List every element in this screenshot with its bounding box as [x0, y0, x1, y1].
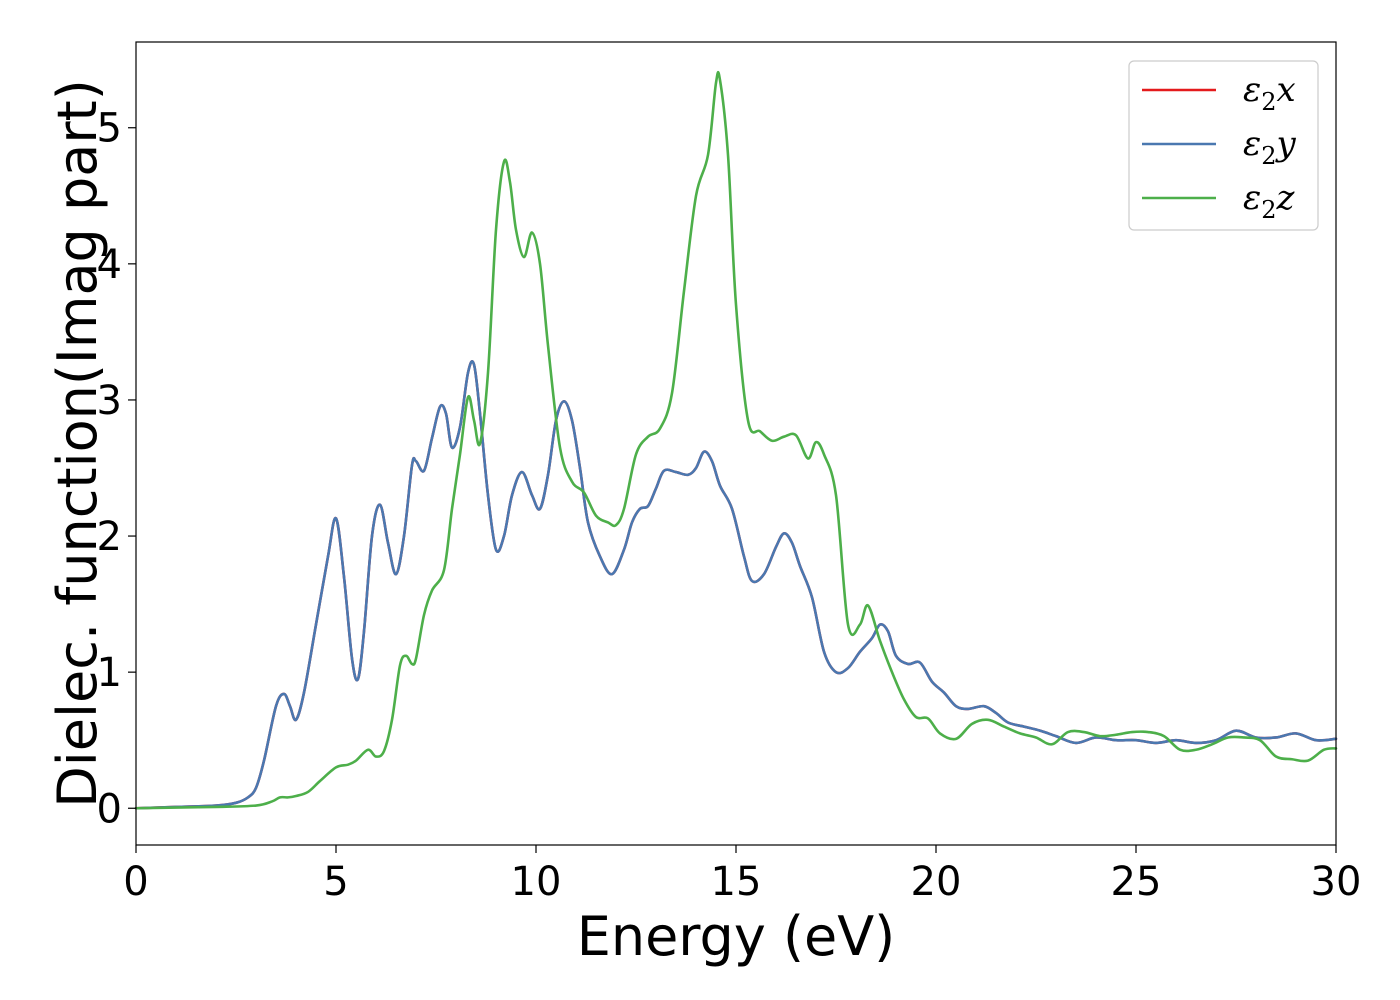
x-tick-label: 20	[911, 859, 962, 905]
legend-label: ε2y	[1243, 124, 1297, 170]
legend-entry-y: ε2y	[1142, 124, 1297, 170]
series-layer	[134, 70, 1338, 810]
y-tick-label: 1	[97, 650, 122, 696]
x-tick-label: 10	[511, 859, 562, 905]
x-axis-ticks: 0 5 10 15 20 25 30	[123, 845, 1361, 905]
series-line-z	[134, 70, 1338, 810]
legend-label-var: z	[1276, 178, 1296, 218]
y-tick-label: 2	[97, 514, 122, 560]
x-tick-label: 25	[1111, 859, 1162, 905]
legend-box	[1128, 60, 1319, 231]
legend-entry-z: ε2z	[1142, 178, 1296, 224]
series-line-y	[134, 360, 1338, 810]
x-tick-label: 5	[323, 859, 348, 905]
legend-label-subscript: 2	[1261, 142, 1276, 170]
legend-label-base: ε	[1243, 70, 1261, 110]
x-tick-label: 0	[123, 859, 148, 905]
legend-label: ε2z	[1243, 178, 1296, 224]
x-tick-label: 30	[1311, 859, 1362, 905]
y-tick-label: 3	[97, 378, 122, 424]
legend-label-var: x	[1277, 70, 1296, 110]
y-tick-label: 0	[97, 786, 122, 832]
legend-label-base: ε	[1243, 178, 1261, 218]
y-axis-ticks: 0 1 2 3 4 5	[97, 106, 136, 832]
legend-label: ε2x	[1243, 70, 1296, 116]
y-tick-label: 4	[97, 242, 122, 288]
x-axis-label: Energy (eV)	[577, 905, 896, 968]
y-tick-label: 5	[97, 106, 122, 152]
legend-label-base: ε	[1243, 124, 1261, 164]
legend-entry-x: ε2x	[1142, 70, 1296, 116]
x-tick-label: 15	[711, 859, 762, 905]
legend-label-subscript: 2	[1261, 196, 1276, 224]
legend-label-subscript: 2	[1261, 88, 1276, 116]
legend-label-var: y	[1275, 124, 1297, 164]
y-axis-label: Dielec. function(Imag part)	[46, 79, 109, 808]
